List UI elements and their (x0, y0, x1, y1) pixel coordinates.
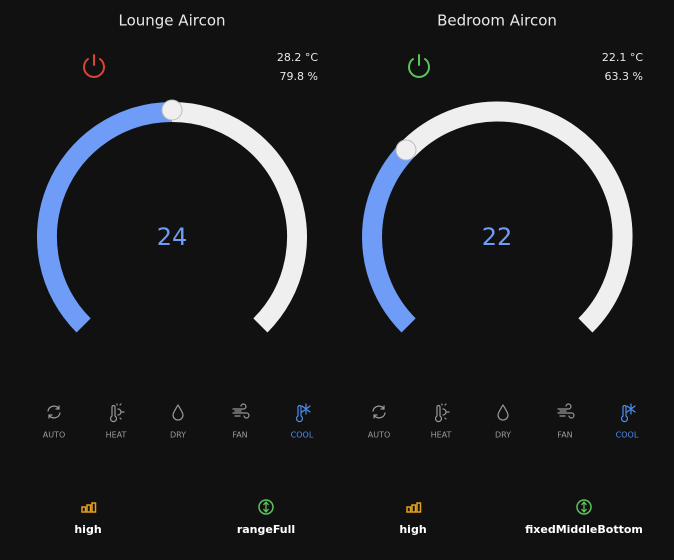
setpoint: 24 (157, 223, 188, 251)
fan-bar (416, 502, 422, 513)
dial-knob[interactable] (161, 99, 183, 121)
power-button[interactable] (83, 54, 105, 78)
power-button[interactable] (408, 54, 430, 78)
mode-label: HEAT (431, 431, 452, 440)
fan-bar (86, 504, 92, 513)
mode-button[interactable]: DRY (495, 404, 511, 440)
mode-label: AUTO (43, 431, 66, 440)
mode-icon (295, 403, 311, 423)
fan-mode: high (399, 523, 426, 536)
mode-button[interactable]: FAN (232, 403, 250, 440)
mode-label: COOL (291, 431, 314, 440)
mode-label: FAN (557, 431, 572, 440)
swing-mode-button[interactable]: fixedMiddleBottom (525, 499, 643, 536)
swing-icon-arrows (581, 500, 587, 514)
mode-icon (557, 403, 575, 419)
swing-mode: rangeFull (237, 523, 295, 536)
current-temperature: 28.2 °C (277, 51, 318, 64)
mode-label: FAN (232, 431, 247, 440)
mode-label: AUTO (368, 431, 391, 440)
thermostat-card: Bedroom Aircon 22.1 °C 63.3 % 22 AUTO HEAT DRY… (362, 12, 643, 536)
mode-icon (232, 403, 250, 419)
mode-icon (372, 405, 386, 419)
mode-button[interactable]: FAN (557, 403, 575, 440)
mode-button[interactable]: HEAT (431, 403, 452, 440)
swing-mode-button[interactable]: rangeFull (237, 499, 295, 536)
power-icon (408, 54, 430, 78)
fan-bar (406, 506, 412, 513)
current-humidity: 79.8 % (280, 70, 318, 83)
mode-button[interactable]: AUTO (368, 405, 391, 440)
card-title: Lounge Aircon (119, 12, 226, 30)
mode-icon (47, 405, 61, 419)
card-title: Bedroom Aircon (437, 12, 557, 30)
setpoint: 22 (482, 223, 513, 251)
mode-label: COOL (616, 431, 639, 440)
mode-icon (172, 404, 184, 421)
fan-bar (91, 502, 97, 513)
mode-button[interactable]: DRY (170, 404, 186, 440)
mode-icon (620, 403, 636, 423)
dial-fill (37, 102, 173, 333)
fan-icon (81, 502, 97, 513)
dial-track (171, 102, 307, 333)
mode-button[interactable]: COOL (291, 403, 314, 440)
mode-icon (434, 403, 450, 423)
mode-label: DRY (170, 431, 186, 440)
fan-mode: high (74, 523, 101, 536)
swing-icon-arrows (263, 500, 269, 514)
mode-icon (497, 404, 509, 421)
mode-label: HEAT (106, 431, 127, 440)
thermostat-card: Lounge Aircon 28.2 °C 79.8 % 24 AUTO HEAT DRY F… (37, 12, 318, 536)
dial-fill (362, 143, 416, 333)
mode-button[interactable]: HEAT (106, 403, 127, 440)
fan-mode-button[interactable]: high (399, 502, 427, 536)
dial-knob[interactable] (395, 139, 417, 161)
swing-mode: fixedMiddleBottom (525, 523, 643, 536)
mode-button[interactable]: AUTO (43, 405, 66, 440)
dial-track (399, 101, 633, 333)
swing-icon-ring (258, 499, 274, 515)
fan-mode-button[interactable]: high (74, 502, 102, 536)
current-temperature: 22.1 °C (602, 51, 643, 64)
swing-icon-ring (576, 499, 592, 515)
fan-bar (81, 506, 87, 513)
mode-icon (109, 403, 125, 423)
mode-button[interactable]: COOL (616, 403, 639, 440)
fan-icon (406, 502, 422, 513)
current-humidity: 63.3 % (605, 70, 643, 83)
fan-bar (411, 504, 417, 513)
power-icon (83, 54, 105, 78)
mode-label: DRY (495, 431, 511, 440)
